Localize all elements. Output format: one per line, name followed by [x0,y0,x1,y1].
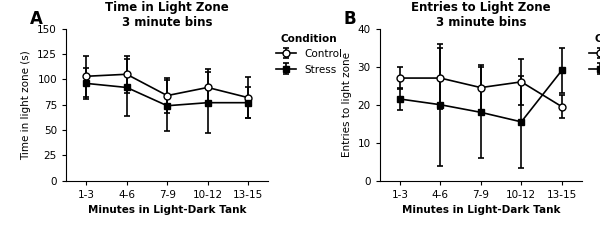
Legend: Control, Stress: Control, Stress [275,34,343,75]
X-axis label: Minutes in Light-Dark Tank: Minutes in Light-Dark Tank [401,205,560,215]
Text: B: B [343,10,356,28]
Legend: Control, Stress: Control, Stress [589,34,600,75]
X-axis label: Minutes in Light-Dark Tank: Minutes in Light-Dark Tank [88,205,247,215]
Y-axis label: Entries to light zone: Entries to light zone [342,52,352,157]
Title: Time in Light Zone
3 minute bins: Time in Light Zone 3 minute bins [106,0,229,29]
Title: Entries to Light Zone
3 minute bins: Entries to Light Zone 3 minute bins [411,0,551,29]
Y-axis label: Time in light zone (s): Time in light zone (s) [22,50,32,160]
Text: A: A [29,10,43,28]
